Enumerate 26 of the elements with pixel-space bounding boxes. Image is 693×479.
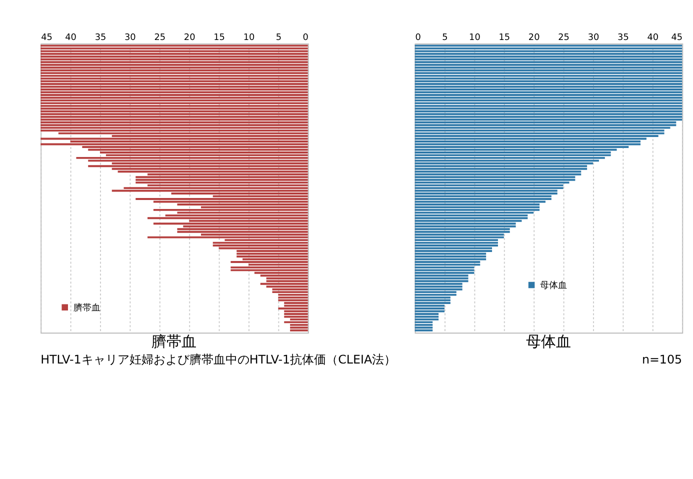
x-tick-label: 30	[588, 33, 600, 44]
x-axis-title: 臍帯血	[152, 332, 197, 350]
x-tick-label: 5	[276, 33, 282, 44]
x-tick-label: 0	[302, 33, 309, 44]
x-tick-label: 30	[124, 33, 136, 44]
x-tick-label: 10	[243, 33, 255, 44]
x-tick-label: 15	[498, 33, 510, 44]
x-axis-title: 母体血	[526, 332, 571, 350]
legend-label: 臍帯血	[73, 302, 100, 314]
x-tick-label: 35	[618, 33, 629, 44]
x-tick-label: 25	[154, 33, 166, 44]
x-tick-label: 40	[65, 33, 77, 44]
text: HTLV-1キャリア妊婦および臍帯血中のHTLV-1抗体価（CLEIA法）	[40, 352, 396, 366]
x-tick-label: 25	[558, 33, 570, 44]
legend-label: 母体血	[540, 280, 567, 291]
x-tick-label: 45	[671, 33, 683, 44]
x-tick-label: 40	[647, 33, 659, 44]
x-tick-label: 0	[415, 33, 422, 44]
x-tick-label: 20	[528, 33, 540, 44]
x-tick-label: 15	[214, 33, 225, 44]
x-tick-label: 5	[442, 33, 448, 44]
x-tick-label: 45	[41, 33, 52, 44]
text: n=105	[642, 352, 682, 366]
x-tick-label: 35	[94, 33, 106, 44]
x-tick-label: 20	[184, 33, 196, 44]
x-tick-label: 10	[469, 33, 481, 44]
